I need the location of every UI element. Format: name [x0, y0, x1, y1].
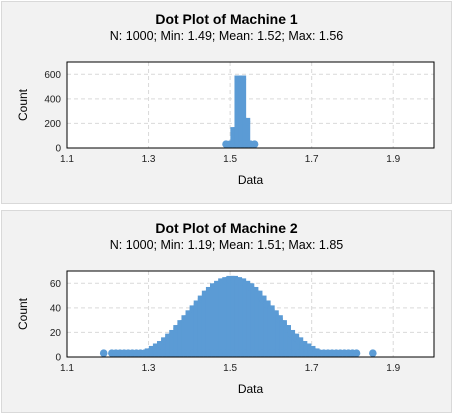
y-tick-label: 0	[55, 353, 61, 364]
x-tick-label: 1.5	[223, 363, 237, 374]
data-column	[250, 286, 259, 354]
data-point	[242, 117, 251, 126]
data-column	[234, 75, 243, 145]
y-axis-label: Count	[16, 297, 30, 330]
x-tick-label: 1.3	[142, 363, 156, 374]
x-tick-label: 1.7	[305, 363, 319, 374]
chart-panel-machine-2: Dot Plot of Machine 2 N: 1000; Min: 1.19…	[1, 210, 452, 413]
data-column	[169, 329, 177, 354]
data-column	[177, 320, 185, 354]
data-column	[295, 337, 304, 354]
data-column	[242, 280, 251, 354]
y-tick-label: 20	[50, 328, 62, 339]
y-tick-label: 0	[55, 144, 61, 155]
dot-plot-machine-2: 0 20 40 60 1.1 1.3 1.5 1.7 1.9 Data Count	[16, 270, 435, 396]
data-column	[287, 329, 296, 354]
plot-frame	[66, 270, 435, 358]
chart-title: Dot Plot of Machine 1	[155, 11, 298, 27]
x-tick-label: 1.9	[386, 154, 400, 165]
data-column	[238, 75, 247, 145]
chart-title: Dot Plot of Machine 2	[155, 220, 298, 236]
data-column	[283, 325, 291, 354]
data-column	[242, 117, 251, 145]
data-column	[222, 277, 230, 354]
data-column	[275, 315, 283, 354]
data-column	[246, 283, 255, 354]
data-column	[193, 300, 202, 354]
data-column	[279, 320, 287, 354]
data-point	[352, 349, 361, 357]
data-column	[210, 283, 218, 354]
data-column	[189, 305, 198, 354]
chart-subtitle: N: 1000; Min: 1.19; Mean: 1.51; Max: 1.8…	[109, 238, 344, 252]
data-column	[230, 275, 238, 354]
data-column	[197, 295, 206, 354]
y-tick-label: 60	[50, 279, 62, 290]
x-axis-label: Data	[238, 382, 264, 396]
data-point	[99, 349, 108, 357]
data-column	[226, 275, 234, 354]
data-column	[254, 290, 263, 354]
y-tick-label: 400	[44, 94, 61, 105]
data-column	[161, 337, 169, 354]
plot-frame	[66, 61, 435, 149]
x-tick-label: 1.1	[60, 154, 74, 165]
data-column	[205, 286, 214, 354]
y-tick-label: 600	[44, 70, 61, 81]
data-column	[267, 305, 275, 354]
data-point	[369, 349, 377, 357]
data-column	[218, 278, 226, 354]
y-tick-label: 200	[44, 119, 61, 130]
data-column	[173, 325, 181, 354]
data-column	[230, 127, 238, 145]
y-tick-label: 40	[50, 303, 62, 314]
data-column	[214, 280, 222, 354]
data-column	[263, 300, 271, 354]
data-column	[271, 310, 279, 354]
y-axis-label: Count	[16, 88, 30, 121]
data-column	[258, 295, 267, 354]
data-column	[185, 310, 194, 354]
data-column	[238, 278, 247, 354]
plot-area	[67, 62, 434, 148]
data-point	[238, 75, 247, 84]
chart-panel-machine-1: Dot Plot of Machine 1 N: 1000; Min: 1.49…	[1, 1, 452, 204]
data-column	[201, 290, 210, 354]
x-axis-label: Data	[238, 173, 264, 187]
data-dots	[99, 275, 377, 357]
data-dots	[222, 75, 259, 148]
x-tick-label: 1.9	[386, 363, 400, 374]
x-tick-label: 1.7	[305, 154, 319, 165]
x-tick-label: 1.1	[60, 363, 74, 374]
data-column	[165, 333, 173, 354]
chart-subtitle: N: 1000; Min: 1.49; Mean: 1.52; Max: 1.5…	[109, 29, 344, 43]
x-tick-label: 1.5	[223, 154, 237, 165]
data-column	[181, 315, 190, 354]
dot-plot-machine-1: 0 200 400 600 1.1 1.3 1.5 1.7 1.9 Data Count	[16, 61, 435, 187]
x-tick-label: 1.3	[142, 154, 156, 165]
data-column	[291, 333, 300, 354]
data-column	[234, 277, 243, 354]
data-point	[250, 140, 259, 148]
